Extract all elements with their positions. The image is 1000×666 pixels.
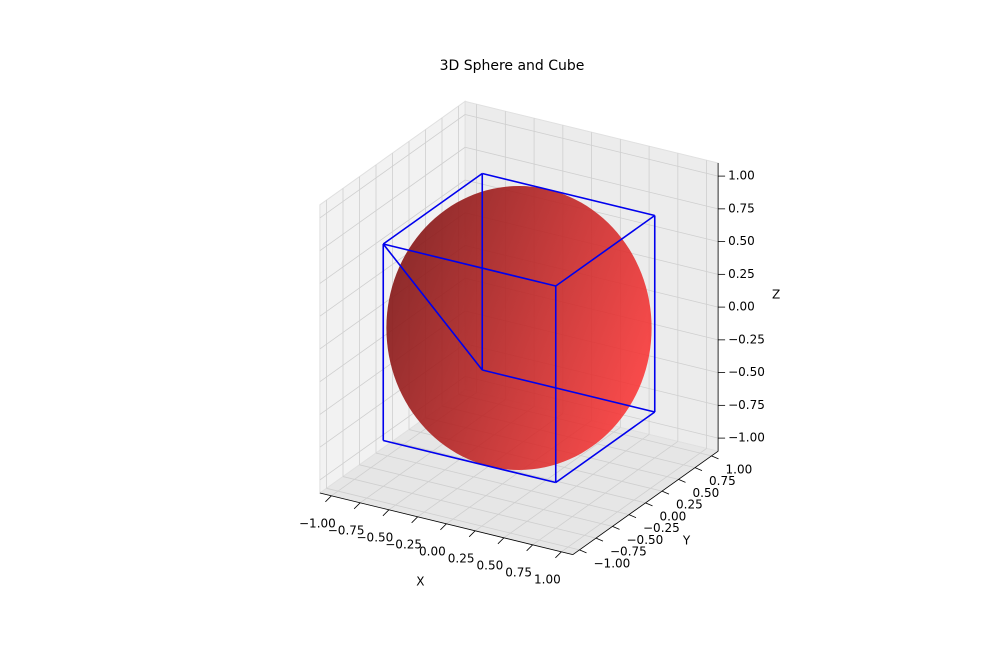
y-tick — [694, 467, 703, 472]
y-tick-label: −1.00 — [594, 556, 631, 570]
x-tick — [382, 509, 390, 517]
y-tick — [612, 526, 620, 530]
x-tick — [526, 544, 533, 552]
x-tick — [325, 495, 332, 503]
y-tick — [678, 479, 686, 483]
x-tick — [497, 537, 505, 545]
y-tick — [595, 537, 604, 542]
y-tick-label: 0.50 — [693, 486, 720, 500]
cube-edge — [383, 243, 556, 287]
y-tick — [579, 549, 587, 554]
y-tick-label: −0.75 — [610, 545, 647, 559]
grid-line — [326, 487, 580, 551]
x-tick-label: 0.50 — [477, 558, 504, 572]
y-tick-label: 0.00 — [660, 509, 687, 523]
cube-edge — [482, 172, 655, 217]
z-tick-label: 0.50 — [728, 234, 755, 248]
sphere-shading — [386, 186, 652, 470]
x-tick-label: 0.00 — [419, 544, 446, 558]
x-tick — [468, 530, 476, 538]
y-tick-label: 0.75 — [709, 474, 736, 488]
x-tick-label: 0.75 — [505, 565, 532, 579]
cube-edge — [382, 172, 483, 245]
x-tick — [353, 502, 361, 510]
cube-edge — [382, 243, 483, 371]
grid-line — [375, 452, 630, 516]
x-tick — [555, 551, 562, 559]
x-axis-label: X — [416, 574, 424, 588]
z-tick-label: −0.50 — [728, 365, 765, 379]
y-tick-label: 1.00 — [726, 462, 753, 476]
y-axis-label: Y — [682, 533, 691, 547]
y-tick-label: −0.50 — [627, 533, 664, 547]
z-axis-label: Z — [772, 288, 780, 302]
grid-line — [392, 440, 646, 504]
x-tick-label: 1.00 — [534, 572, 561, 586]
z-tick-label: 0.25 — [728, 267, 755, 281]
grid-line — [319, 146, 466, 251]
grid-line — [465, 114, 719, 177]
x-tick-label: −0.50 — [357, 530, 394, 544]
z-tick-label: 0.00 — [728, 300, 755, 314]
y-tick-label: −0.25 — [643, 521, 680, 535]
z-tick-label: −0.25 — [728, 332, 765, 346]
z-tick-label: 0.75 — [728, 201, 755, 215]
x-tick-label: −0.25 — [385, 537, 422, 551]
cube-edge — [555, 411, 656, 484]
z-tick-label: −0.75 — [728, 398, 765, 412]
grid-line — [359, 464, 613, 527]
x-tick-label: 0.25 — [448, 551, 475, 565]
y-tick — [628, 514, 637, 519]
x-tick — [440, 523, 447, 531]
x-tick — [411, 516, 418, 524]
y-tick — [661, 490, 670, 495]
x-axis-line — [319, 492, 573, 555]
grid-line — [342, 476, 597, 539]
grid-line — [319, 179, 466, 284]
x-tick-label: −1.00 — [299, 516, 336, 530]
grid-line — [465, 146, 719, 210]
grid-line — [319, 114, 466, 219]
cube-edge — [482, 369, 655, 413]
x-tick-label: −0.75 — [328, 523, 365, 537]
y-tick — [645, 502, 653, 507]
cube-edge — [383, 439, 556, 484]
y-tick — [711, 455, 719, 460]
chart-title: 3D Sphere and Cube — [440, 58, 585, 74]
y-tick-label: 0.25 — [676, 498, 703, 512]
z-tick-label: 1.00 — [728, 169, 755, 183]
cube-edge — [555, 214, 656, 287]
z-tick-label: −1.00 — [728, 431, 765, 445]
